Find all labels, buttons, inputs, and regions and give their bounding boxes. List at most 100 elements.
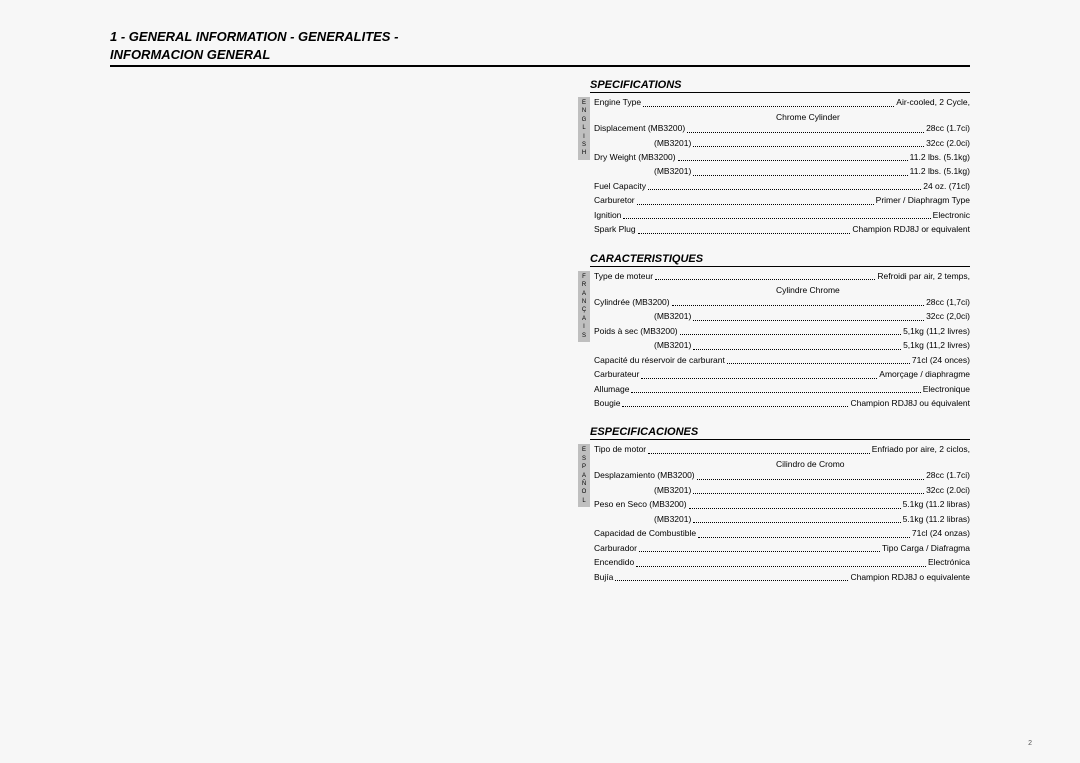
spec-value: 11.2 lbs. (5.1kg) [910,152,970,163]
leader-dots [638,224,851,233]
lang-letter: I [578,323,590,331]
spec-row: Type de moteur Refroidi par air, 2 temps, [594,271,970,282]
title-line2: INFORMACION GENERAL [110,47,270,62]
spec-value: 28cc (1.7ci) [926,470,970,481]
spec-row: Tipo de motorEnfriado por aire, 2 ciclos… [594,444,970,455]
leader-dots [631,384,920,393]
leader-dots [693,340,901,349]
lang-letter: Ñ [578,480,590,488]
spec-value: 24 oz. (71cl) [923,181,970,192]
section-heading-french: CARACTERISTIQUES [590,253,970,265]
lang-letter: F [578,273,590,281]
leader-dots [693,311,924,320]
leader-dots [698,528,910,537]
spec-label: Capacité du réservoir de carburant [594,355,725,366]
leader-dots [693,514,900,523]
spec-value: 32cc (2.0ci) [926,138,970,149]
spec-value-line2: Cilindro de Cromo [594,459,970,470]
spec-value: 5,1kg (11,2 livres) [903,340,970,351]
spec-value: Electronique [923,384,970,395]
section-english: ENGLISH Engine TypeAir-cooled, 2 Cycle,C… [110,97,970,239]
spec-row: Dry Weight (MB3200)11.2 lbs. (5.1kg) [594,152,970,163]
leader-dots [639,543,880,552]
spec-value-line2: Cylindre Chrome [594,285,970,296]
spec-value: Champion RDJ8J ou équivalent [850,398,970,409]
title-line1: 1 - GENERAL INFORMATION - GENERALITES - [110,29,398,44]
lang-letter: A [578,290,590,298]
spec-value: Enfriado por aire, 2 ciclos, [872,444,970,455]
spec-value: 71cl (24 onces) [912,355,970,366]
spec-row: IgnitionElectronic [594,210,970,221]
lang-letter: E [578,446,590,454]
page: 1 - GENERAL INFORMATION - GENERALITES - … [0,0,1080,763]
leader-dots [637,195,874,204]
spec-value: Champion RDJ8J o equivalente [850,572,970,583]
lang-letter: A [578,472,590,480]
leader-dots [693,485,924,494]
lang-letter: H [578,149,590,157]
spec-row: Bougie Champion RDJ8J ou équivalent [594,398,970,409]
spec-row: Capacité du réservoir de carburant 71cl (… [594,355,970,366]
spec-row: Engine TypeAir-cooled, 2 Cycle, [594,97,970,108]
leader-dots [636,557,926,566]
spec-sublabel: (MB3201) [594,485,691,496]
section-rule-english [590,92,970,93]
spec-value: 11.2 lbs. (5.1kg) [910,166,970,177]
leader-dots [615,572,848,581]
leader-dots [687,123,924,132]
spec-row: Peso en Seco (MB3200)5.1kg (11.2 libras) [594,499,970,510]
lang-letter: L [578,497,590,505]
spec-subrow: (MB3201)5.1kg (11.2 libras) [594,514,970,525]
spec-sublabel: (MB3201) [594,311,691,322]
spec-value: Air-cooled, 2 Cycle, [896,97,970,108]
spec-sublabel: (MB3201) [594,166,691,177]
spec-row: Bujía Champion RDJ8J o equivalente [594,572,970,583]
spec-sublabel: (MB3201) [594,514,691,525]
specs-spanish: Tipo de motorEnfriado por aire, 2 ciclos… [594,444,970,586]
title-rule [110,65,970,67]
spec-value: Refroidi par air, 2 temps, [877,271,970,282]
spec-value: 28cc (1.7ci) [926,123,970,134]
specs-english: Engine TypeAir-cooled, 2 Cycle, Chrome Cy… [594,97,970,239]
spec-value: Primer / Diaphragm Type [876,195,970,206]
spec-value: 5,1kg (11,2 livres) [903,326,970,337]
spec-value: Tipo Carga / Diafragma [882,543,970,554]
spec-row: Displacement (MB3200)28cc (1.7ci) [594,123,970,134]
lang-letter: N [578,298,590,306]
lang-letter: P [578,463,590,471]
spec-value: Electrónica [928,557,970,568]
lang-letter: A [578,315,590,323]
spec-value: Champion RDJ8J or equivalent [852,224,970,235]
spec-value: 32cc (2,0ci) [926,311,970,322]
leader-dots [648,181,921,190]
spec-value-continued: Chrome Cylinder [594,112,970,123]
main-title: 1 - GENERAL INFORMATION - GENERALITES - … [110,28,970,63]
spec-value: 5.1kg (11.2 libras) [903,499,970,510]
spec-row: Fuel Capacity 24 oz. (71cl) [594,181,970,192]
leader-dots [727,355,910,364]
lang-letter: G [578,116,590,124]
lang-letter: N [578,107,590,115]
spec-subrow: (MB3201) 11.2 lbs. (5.1kg) [594,166,970,177]
leader-dots [643,97,894,106]
lang-letter: L [578,124,590,132]
spec-label: Bujía [594,572,613,583]
spec-label: Poids à sec (MB3200) [594,326,678,337]
leader-dots [648,444,870,453]
leader-dots [678,152,908,161]
spec-value-continued: Cilindro de Cromo [594,459,970,470]
spec-label: Cylindrée (MB3200) [594,297,670,308]
spec-label: Ignition [594,210,621,221]
lang-letter: I [578,133,590,141]
spec-subrow: (MB3201)5,1kg (11,2 livres) [594,340,970,351]
spec-label: Type de moteur [594,271,653,282]
leader-dots [680,326,901,335]
spec-label: Carburetor [594,195,635,206]
specs-french: Type de moteur Refroidi par air, 2 temps,… [594,271,970,413]
spec-row: CarburadorTipo Carga / Diafragma [594,543,970,554]
spec-label: Bougie [594,398,620,409]
section-heading-spanish: ESPECIFICACIONES [590,426,970,438]
spec-label: Fuel Capacity [594,181,646,192]
section-heading-english: SPECIFICATIONS [590,79,970,91]
leader-dots [693,166,907,175]
